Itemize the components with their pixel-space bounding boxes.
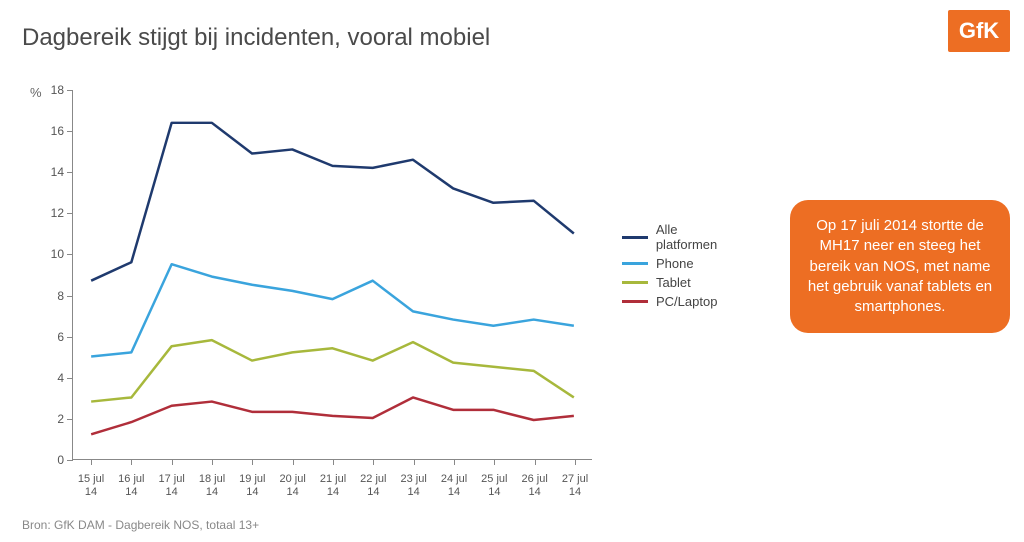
legend-swatch [622,236,648,239]
y-tick [67,213,73,214]
y-tick-label: 14 [38,165,64,179]
line-chart: % 02468101214161815 jul1416 jul1417 jul1… [22,80,742,510]
x-tick-label: 18 jul14 [192,473,232,499]
y-tick [67,296,73,297]
y-tick-label: 10 [38,247,64,261]
x-tick [575,459,576,465]
legend-label: PC/Laptop [656,294,717,309]
y-tick-label: 4 [38,371,64,385]
x-tick [373,459,374,465]
chart-lines [73,90,592,459]
x-tick-label: 22 jul14 [353,473,393,499]
legend-swatch [622,300,648,303]
series-line [91,340,574,401]
x-tick [454,459,455,465]
x-tick [212,459,213,465]
x-tick [414,459,415,465]
legend-item: Tablet [622,275,742,290]
y-tick [67,378,73,379]
legend: Alle platformen Phone Tablet PC/Laptop [622,222,742,313]
y-tick-label: 8 [38,289,64,303]
y-tick [67,254,73,255]
legend-swatch [622,281,648,284]
x-tick [535,459,536,465]
x-tick [293,459,294,465]
x-tick [91,459,92,465]
x-tick [333,459,334,465]
x-tick-label: 19 jul14 [232,473,272,499]
legend-item: Alle platformen [622,222,742,252]
x-tick-label: 24 jul14 [434,473,474,499]
y-tick-label: 2 [38,412,64,426]
x-tick-label: 17 jul14 [152,473,192,499]
series-line [91,397,574,434]
plot-area: 02468101214161815 jul1416 jul1417 jul141… [72,90,592,460]
y-tick-label: 0 [38,453,64,467]
x-tick-label: 25 jul14 [474,473,514,499]
y-tick-label: 16 [38,124,64,138]
source-text: Bron: GfK DAM - Dagbereik NOS, totaal 13… [22,518,259,532]
legend-label: Phone [656,256,694,271]
x-tick-label: 27 jul14 [555,473,595,499]
x-tick-label: 16 jul14 [111,473,151,499]
x-tick [252,459,253,465]
legend-label: Alle platformen [656,222,742,252]
series-line [91,123,574,281]
x-tick [131,459,132,465]
page-title: Dagbereik stijgt bij incidenten, vooral … [22,24,490,52]
legend-label: Tablet [656,275,691,290]
x-tick-label: 15 jul14 [71,473,111,499]
y-tick-label: 12 [38,206,64,220]
legend-item: PC/Laptop [622,294,742,309]
gfk-logo: GfK [948,10,1010,52]
callout-box: Op 17 juli 2014 stortte de MH17 neer en … [790,200,1010,333]
y-tick [67,337,73,338]
x-tick [494,459,495,465]
y-tick [67,131,73,132]
y-tick-label: 6 [38,330,64,344]
series-line [91,264,574,356]
y-tick-label: 18 [38,83,64,97]
x-tick-label: 20 jul14 [273,473,313,499]
x-tick [172,459,173,465]
x-tick-label: 23 jul14 [394,473,434,499]
y-tick [67,172,73,173]
x-tick-label: 26 jul14 [515,473,555,499]
y-tick [67,419,73,420]
y-tick [67,90,73,91]
legend-item: Phone [622,256,742,271]
x-tick-label: 21 jul14 [313,473,353,499]
legend-swatch [622,262,648,265]
y-tick [67,460,73,461]
